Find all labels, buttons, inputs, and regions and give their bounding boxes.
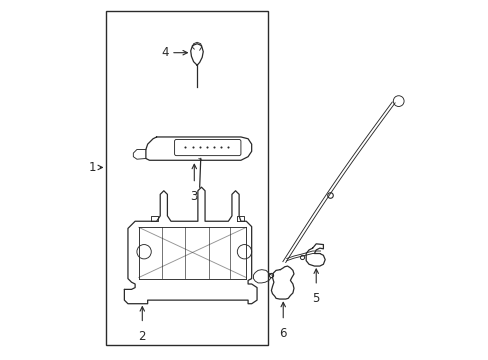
Text: 2: 2	[138, 330, 146, 343]
Text: 1: 1	[88, 161, 96, 174]
Text: 3: 3	[190, 190, 198, 203]
Text: 4: 4	[161, 46, 168, 59]
Text: 6: 6	[279, 327, 286, 340]
Text: 5: 5	[312, 292, 319, 305]
